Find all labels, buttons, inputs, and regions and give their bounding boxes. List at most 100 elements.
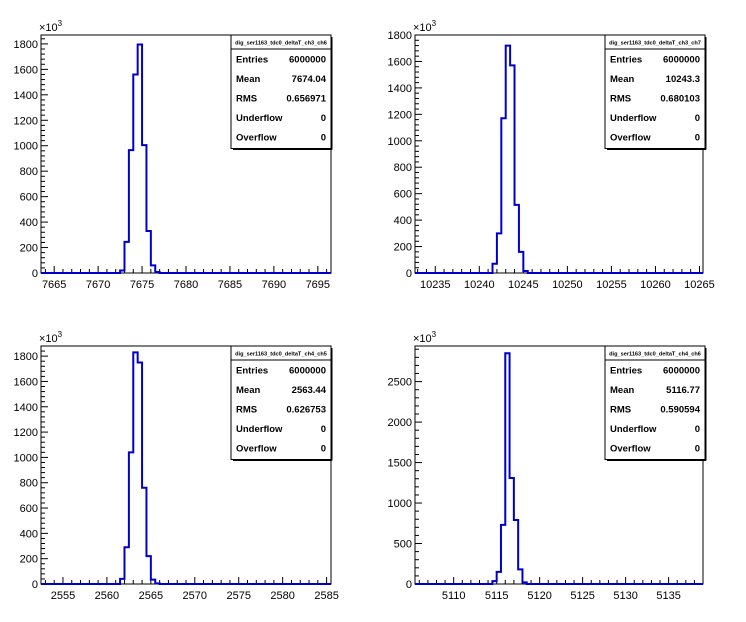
x-tick-label: 7690 bbox=[262, 279, 286, 291]
y-tick-label: 1600 bbox=[14, 64, 38, 76]
histogram-bin bbox=[522, 582, 526, 584]
x-tick-label: 10255 bbox=[596, 279, 627, 291]
y-tick-label: 1500 bbox=[388, 458, 412, 470]
y-tick-label: 500 bbox=[394, 539, 412, 551]
histogram-bin bbox=[510, 65, 514, 273]
stats-row-value: 6000000 bbox=[289, 366, 326, 377]
stats-row-label: Entries bbox=[236, 366, 268, 377]
stats-row-label: RMS bbox=[236, 94, 257, 105]
stats-histogram-name: dig_ser1163_tdc0_deltaT_ch4_ch5 bbox=[235, 352, 327, 358]
x-tick-label: 2555 bbox=[51, 590, 75, 602]
histogram-bin bbox=[492, 581, 496, 584]
x-tick-label: 10250 bbox=[552, 279, 583, 291]
stats-row-value: 7674.04 bbox=[292, 74, 327, 85]
y-tick-label: 600 bbox=[394, 189, 412, 201]
histogram-line bbox=[415, 44, 703, 274]
histogram-bin bbox=[519, 252, 523, 273]
histogram-bin bbox=[155, 272, 159, 273]
stats-row-value: 0 bbox=[321, 424, 326, 435]
y-tick-label: 200 bbox=[20, 243, 38, 255]
x-tick-label: 7665 bbox=[42, 279, 66, 291]
histogram-bin bbox=[124, 547, 128, 584]
histogram-bin bbox=[497, 572, 501, 584]
stats-row-label: Overflow bbox=[610, 444, 651, 455]
x-tick-label: 7685 bbox=[218, 279, 242, 291]
stats-box-frame bbox=[230, 34, 332, 149]
stats-row-value: 6000000 bbox=[663, 366, 700, 377]
stats-histogram-name: dig_ser1163_tdc0_deltaT_ch3_ch6 bbox=[235, 41, 327, 47]
histogram-bin bbox=[497, 233, 501, 273]
histogram-panel-1: 7665 7670 7675 7680 7685 7690 7695 0 200 400 600 80… bbox=[14, 19, 333, 291]
histogram-bin bbox=[138, 362, 142, 584]
y-multiplier-label: ×103 bbox=[413, 19, 437, 34]
stats-row-label: Overflow bbox=[236, 133, 277, 144]
stats-row-label: Underflow bbox=[610, 424, 657, 435]
stats-row-value: 10243.3 bbox=[666, 74, 700, 85]
stats-histogram-name: dig_ser1163_tdc0_deltaT_ch4_ch6 bbox=[609, 352, 701, 358]
y-tick-label: 2500 bbox=[388, 377, 412, 389]
stats-row-value: 0 bbox=[695, 424, 700, 435]
y-tick-label: 600 bbox=[20, 503, 38, 515]
histogram-bin bbox=[506, 46, 510, 273]
histogram-bin bbox=[510, 478, 514, 584]
x-tick-label: 2570 bbox=[183, 590, 207, 602]
histogram-bin bbox=[493, 264, 497, 273]
histogram-bin bbox=[142, 488, 146, 584]
y-tick-label: 1000 bbox=[14, 452, 38, 464]
y-tick-label: 0 bbox=[406, 579, 412, 591]
y-tick-label: 1200 bbox=[14, 427, 38, 439]
x-tick-label: 10245 bbox=[508, 279, 539, 291]
y-tick-label: 0 bbox=[32, 268, 38, 280]
y-multiplier-label: ×103 bbox=[39, 19, 63, 34]
x-tick-label: 2565 bbox=[139, 590, 163, 602]
histogram-bin bbox=[142, 145, 146, 273]
stats-row-value: 6000000 bbox=[663, 55, 700, 66]
y-tick-label: 400 bbox=[394, 215, 412, 227]
x-tick-label: 2560 bbox=[95, 590, 119, 602]
x-tick-label: 5125 bbox=[570, 590, 594, 602]
stats-row-value: 0 bbox=[321, 113, 326, 124]
x-tick-label: 7675 bbox=[130, 279, 154, 291]
x-tick-label: 5130 bbox=[613, 590, 637, 602]
y-tick-label: 1400 bbox=[14, 90, 38, 102]
stats-row-label: Overflow bbox=[610, 133, 651, 144]
stats-row-label: RMS bbox=[236, 405, 257, 416]
histogram-bin bbox=[133, 352, 137, 584]
x-tick-label: 7670 bbox=[86, 279, 110, 291]
y-tick-label: 1400 bbox=[14, 402, 38, 414]
y-tick-label: 400 bbox=[20, 217, 38, 229]
x-tick-label: 10240 bbox=[464, 279, 495, 291]
stats-box: dig_ser1163_tdc0_deltaT_ch3_ch7 Entries 60… bbox=[604, 34, 707, 150]
histogram-bin bbox=[129, 452, 133, 584]
x-tick-label: 5135 bbox=[656, 590, 680, 602]
histogram-bin bbox=[518, 569, 522, 584]
y-tick-label: 1000 bbox=[14, 141, 38, 153]
stats-row-label: RMS bbox=[610, 405, 631, 416]
stats-row-label: Mean bbox=[610, 385, 634, 396]
stats-row-value: 2563.44 bbox=[292, 385, 327, 396]
x-tick-label: 7695 bbox=[306, 279, 330, 291]
stats-row-value: 6000000 bbox=[289, 55, 326, 66]
histogram-panel-2: 10235 10240 10245 10250 10255 10260 10265 0 200 4… bbox=[388, 19, 715, 291]
y-tick-label: 0 bbox=[32, 579, 38, 591]
stats-row-label: Underflow bbox=[236, 113, 283, 124]
histogram-bin bbox=[124, 242, 128, 273]
stats-row-value: 0 bbox=[321, 133, 326, 144]
histogram-panel-4: 5110 5115 5120 5125 5130 5135 0 500 1000 1500 2000… bbox=[388, 330, 707, 602]
histogram-line bbox=[415, 352, 703, 585]
histogram-bin bbox=[120, 579, 124, 584]
stats-box: dig_ser1163_tdc0_deltaT_ch3_ch6 Entries 60… bbox=[230, 34, 333, 150]
stats-row-value: 0.656971 bbox=[286, 94, 326, 105]
x-tick-label: 10260 bbox=[640, 279, 671, 291]
histogram-bin bbox=[138, 45, 142, 273]
stats-row-label: Underflow bbox=[236, 424, 283, 435]
stats-row-label: Entries bbox=[610, 366, 642, 377]
x-tick-label: 2580 bbox=[270, 590, 294, 602]
x-tick-label: 10265 bbox=[684, 279, 715, 291]
stats-row-value: 0 bbox=[321, 444, 326, 455]
histogram-bin bbox=[151, 580, 155, 584]
stats-box-frame bbox=[604, 34, 706, 149]
histogram-bin bbox=[146, 556, 150, 584]
y-tick-label: 800 bbox=[20, 166, 38, 178]
y-tick-label: 2000 bbox=[388, 417, 412, 429]
